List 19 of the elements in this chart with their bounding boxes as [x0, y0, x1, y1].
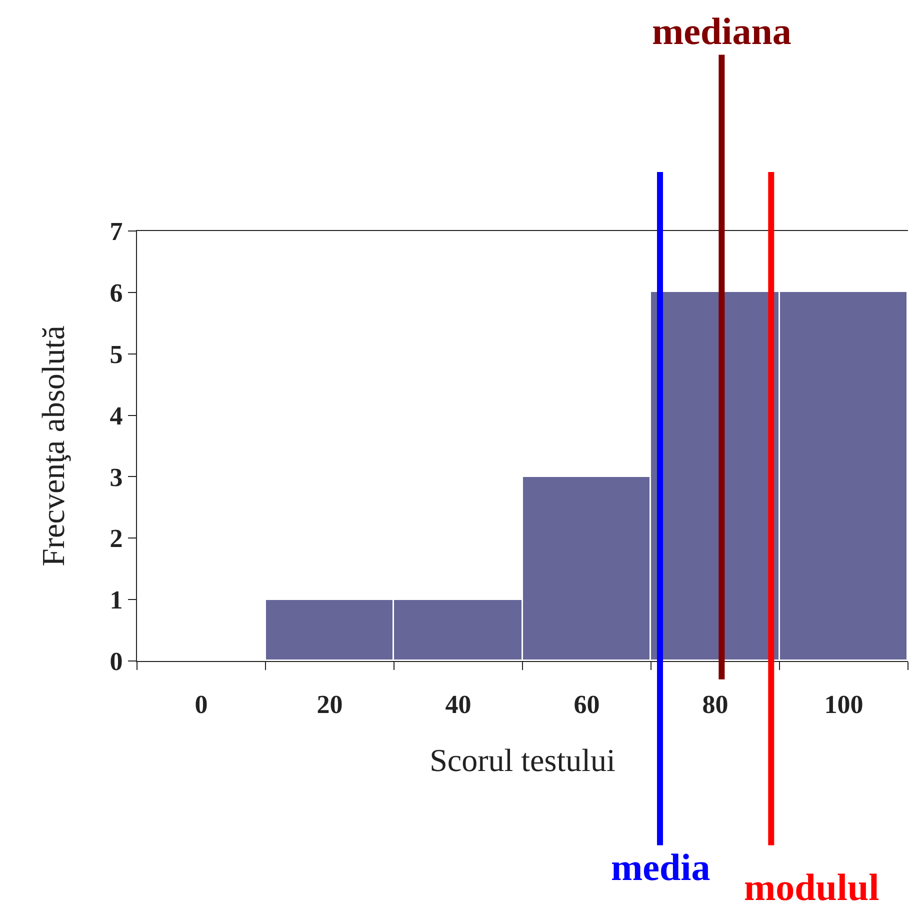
x-axis-title: Scorul testului — [430, 742, 616, 778]
ref-line-label: modulul — [744, 867, 880, 902]
x-tick-label: 100 — [824, 690, 864, 720]
x-tick-label: 0 — [194, 690, 208, 720]
y-tick-label: 4 — [110, 401, 123, 430]
x-tick-label: 80 — [702, 690, 728, 720]
x-tick-label: 40 — [445, 690, 472, 720]
y-tick-label: 6 — [110, 278, 123, 308]
y-tick-label: 2 — [110, 524, 123, 554]
y-axis-title: Frecvenţa absolută — [35, 326, 72, 566]
ref-line-label: mediana — [652, 11, 792, 53]
x-tick-label: 60 — [574, 690, 600, 720]
y-tick-label: 0 — [110, 647, 123, 676]
y-tick-label: 3 — [110, 462, 123, 492]
y-tick-label: 5 — [110, 340, 123, 369]
y-tick-label: 7 — [110, 217, 123, 246]
ref-line-label: media — [611, 847, 710, 889]
y-tick-label: 1 — [110, 586, 123, 615]
x-tick-label: 20 — [316, 690, 343, 720]
